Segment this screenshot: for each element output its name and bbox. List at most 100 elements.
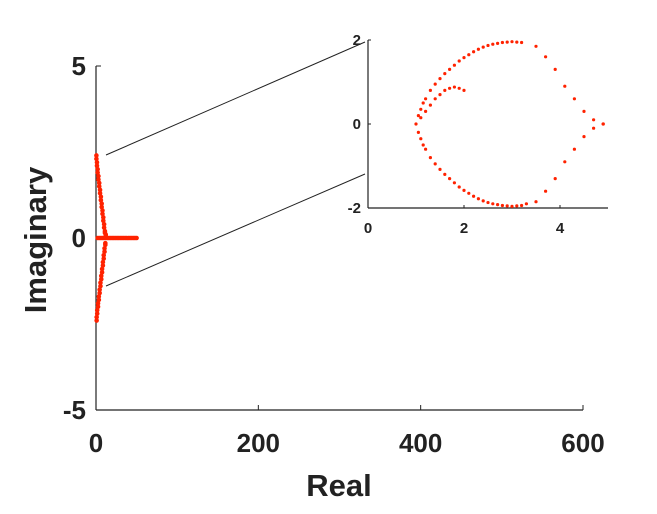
main-data-point [99, 266, 105, 272]
main-data-point [97, 287, 102, 292]
inset-data-point [443, 72, 447, 76]
inset-data-point [472, 50, 476, 54]
main-data-point [101, 225, 107, 230]
inset-data-point [448, 67, 452, 71]
inset-data-point [505, 204, 509, 208]
main-y-tick-label: -5 [63, 395, 86, 425]
inset-data-point [553, 67, 557, 71]
inset-data-point [592, 118, 596, 122]
inset-data-point [520, 40, 524, 45]
inset-data-point [476, 197, 480, 201]
inset-data-point [457, 86, 461, 90]
inset-data-point [515, 40, 519, 44]
inset-data-point [491, 42, 495, 46]
main-data-point [94, 318, 99, 323]
zoom-connector-top [105, 41, 366, 156]
inset-data-point [419, 137, 423, 141]
main-data-point [94, 307, 100, 313]
inset-data-point [457, 185, 461, 189]
inset-data-point [467, 191, 471, 195]
inset-data-point [424, 97, 428, 101]
inset-data-point [481, 45, 485, 49]
inset-data-point [500, 40, 504, 45]
main-x-tick-label: 600 [561, 428, 604, 458]
main-data-point [94, 153, 99, 158]
inset-points [414, 40, 605, 208]
main-data-point [101, 218, 106, 224]
main-data-point [102, 230, 108, 236]
main-data-point [100, 263, 106, 268]
inset-data-point [419, 116, 423, 120]
inset-data-point [510, 204, 514, 208]
inset-data-point [496, 41, 500, 45]
inset-ticks [367, 39, 561, 209]
main-data-point [101, 256, 107, 261]
inset-data-point [448, 177, 452, 181]
main-x-tick-label: 400 [399, 428, 442, 458]
inset-data-point [520, 203, 524, 208]
main-x-tick-label: 200 [237, 428, 280, 458]
inset-data-point [419, 107, 423, 111]
main-data-point [96, 177, 101, 182]
inset-data-point [438, 93, 442, 97]
main-data-point [100, 259, 106, 265]
main-data-point [134, 235, 139, 241]
inset-data-point [472, 194, 476, 198]
inset-data-point [553, 177, 557, 181]
inset-tick-labels: 0 2 4-202 [348, 32, 565, 237]
inset-data-point [582, 135, 586, 139]
main-y-axis-label: Imaginary [18, 166, 53, 313]
main-data-point [102, 246, 107, 251]
inset-data-point [582, 109, 586, 113]
inset-data-point [448, 86, 452, 90]
inset-x-tick-label: 4 [556, 220, 565, 237]
main-data-point [99, 204, 104, 210]
main-data-point [96, 180, 102, 186]
main-data-point [95, 166, 100, 172]
inset-data-point [462, 188, 466, 192]
inset-data-point [544, 189, 548, 193]
inset-data-point [433, 82, 437, 86]
main-tick-labels: 0 200 400 600-505 [63, 51, 605, 458]
main-ticks [95, 65, 584, 411]
inset-data-point [452, 181, 456, 185]
inset-y-tick-label: 2 [353, 32, 361, 49]
inset-data-point [433, 162, 437, 166]
inset-data-point [438, 167, 442, 171]
inset-x-tick-label: 0 [364, 220, 372, 237]
inset-data-point [496, 203, 500, 207]
main-data-point [94, 160, 100, 165]
main-data-point [94, 163, 100, 169]
inset-data-point [505, 40, 509, 44]
main-data-point [96, 294, 102, 299]
inset-data-point [428, 88, 432, 92]
inset-data-point [544, 55, 548, 59]
inset-x-tick-label: 2 [460, 220, 468, 237]
inset-data-point [524, 202, 529, 206]
inset-data-point [592, 126, 596, 130]
main-data-point [94, 314, 99, 320]
inset-data-point [414, 122, 418, 126]
inset-data-point [424, 109, 428, 113]
inset-data-point [421, 143, 425, 147]
main-data-point [96, 297, 102, 303]
main-data-point [96, 184, 102, 189]
main-x-tick-label: 0 [89, 428, 103, 458]
main-y-tick-label: 5 [72, 51, 86, 81]
inset-chart: 0 2 4-202 [348, 32, 608, 237]
inset-data-point [452, 85, 456, 89]
main-data-point [101, 252, 107, 258]
main-data-point [100, 211, 105, 217]
inset-data-point [416, 114, 420, 118]
inset-data-point [486, 43, 490, 48]
inset-data-point [563, 84, 567, 88]
inset-data-point [443, 172, 447, 176]
inset-data-point [443, 88, 447, 92]
main-data-point [101, 221, 107, 227]
main-data-point [97, 190, 103, 196]
inset-data-point [572, 97, 577, 101]
main-data-point [98, 194, 104, 200]
inset-data-point [452, 63, 456, 67]
main-data-point [95, 304, 101, 310]
inset-data-point [462, 56, 466, 60]
